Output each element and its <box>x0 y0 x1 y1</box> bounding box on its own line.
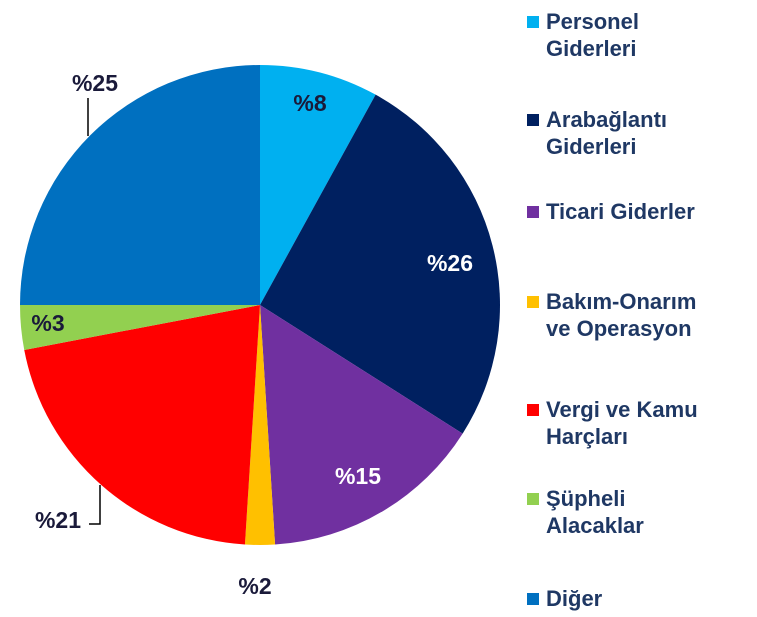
legend-label: Ticari Giderler <box>546 199 695 224</box>
legend-swatch <box>527 114 539 126</box>
legend-label: Diğer <box>546 586 603 611</box>
pie-slice <box>244 305 276 545</box>
legend-swatch <box>527 16 539 28</box>
legend-swatch <box>527 296 539 308</box>
legend-item: Ticari Giderler <box>527 198 752 225</box>
data-label: %26 <box>427 250 473 276</box>
pie-slice <box>260 305 463 545</box>
legend-label: Şüpheli Alacaklar <box>546 486 644 538</box>
data-label: %25 <box>72 70 118 96</box>
legend-swatch <box>527 404 539 416</box>
legend-label: Arabağlantı Giderleri <box>546 107 668 159</box>
legend-swatch <box>527 206 539 218</box>
legend-item: Bakım-Onarım ve Operasyon <box>527 288 752 342</box>
data-label: %21 <box>35 507 81 533</box>
pie-slice <box>260 94 500 434</box>
pie-slice <box>20 305 260 350</box>
legend-label: Bakım-Onarım ve Operasyon <box>546 289 697 341</box>
pie-slice <box>24 305 260 545</box>
legend-item: Şüpheli Alacaklar <box>527 485 752 539</box>
data-label: %3 <box>31 310 64 336</box>
data-label: %15 <box>335 463 381 489</box>
pie-slice <box>260 65 376 305</box>
legend-swatch <box>527 593 539 605</box>
legend-item: Personel Giderleri <box>527 8 752 62</box>
data-label: %2 <box>238 573 271 599</box>
legend-item: Arabağlantı Giderleri <box>527 106 752 160</box>
legend-label: Vergi ve Kamu Harçları <box>546 397 698 449</box>
legend-label: Personel Giderleri <box>546 9 639 61</box>
pie-slice <box>20 65 260 305</box>
data-label: %8 <box>293 90 326 116</box>
leader-line <box>89 485 101 525</box>
legend-item: Vergi ve Kamu Harçları <box>527 396 752 450</box>
legend-item: Diğer <box>527 585 752 612</box>
legend-swatch <box>527 493 539 505</box>
